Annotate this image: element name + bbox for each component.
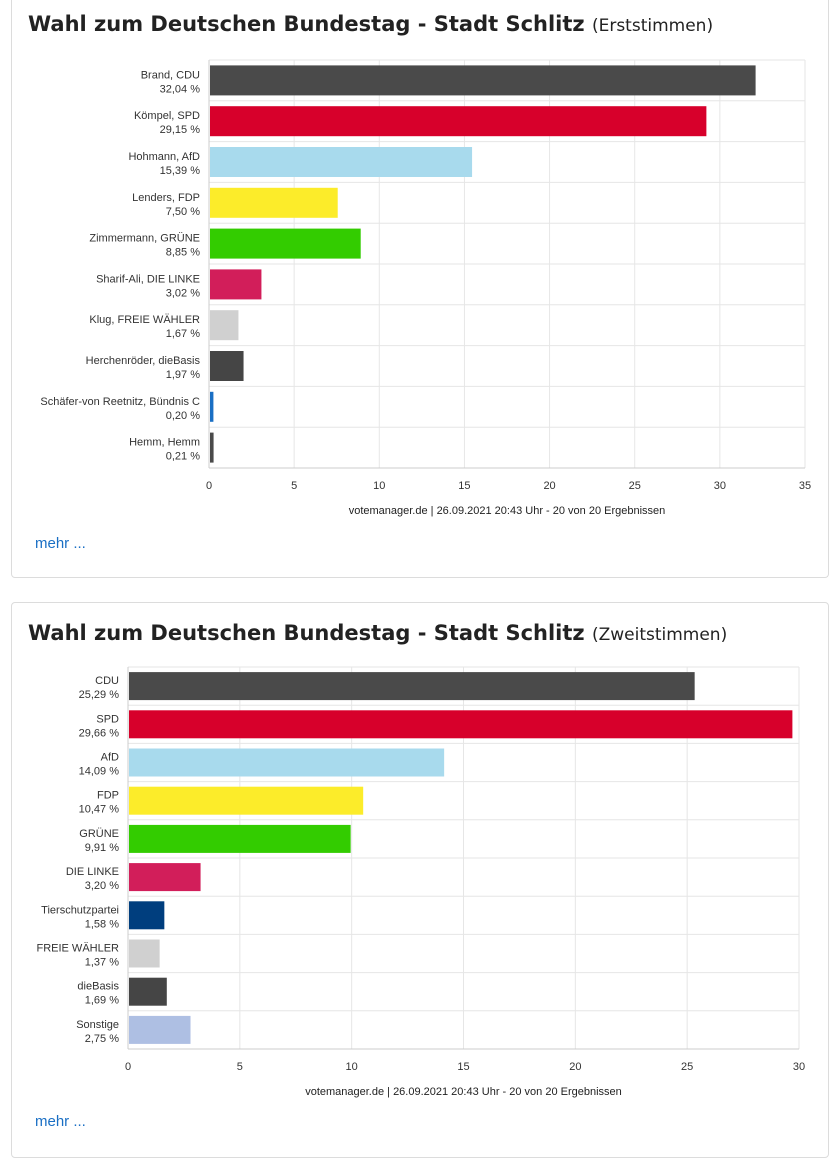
bar[interactable] [129, 939, 160, 968]
bar[interactable] [210, 187, 338, 218]
value-label: 10,47 % [79, 804, 120, 816]
value-label: 0,20 % [166, 410, 200, 422]
panel-title: Wahl zum Deutschen Bundestag - Stadt Sch… [28, 621, 727, 645]
x-tick-label: 0 [206, 480, 212, 492]
chart-title: Wahl zum Deutschen Bundestag - Stadt Sch… [28, 621, 585, 645]
value-label: 1,69 % [85, 995, 119, 1007]
category-label: DIE LINKE [66, 866, 119, 878]
value-label: 3,02 % [166, 287, 200, 299]
bar[interactable] [129, 977, 167, 1006]
chart-panel-erststimmen: Wahl zum Deutschen Bundestag - Stadt Sch… [11, 0, 829, 578]
value-label: 32,04 % [160, 83, 201, 95]
x-tick-label: 20 [569, 1061, 581, 1073]
x-tick-label: 25 [629, 480, 641, 492]
x-tick-label: 0 [125, 1061, 131, 1073]
value-label: 29,15 % [160, 124, 201, 136]
bar[interactable] [129, 863, 201, 892]
category-label: Schäfer-von Reetnitz, Bündnis C [40, 396, 200, 408]
x-tick-label: 10 [373, 480, 385, 492]
more-link[interactable]: mehr ... [35, 535, 86, 552]
category-label: FREIE WÄHLER [36, 943, 119, 955]
bar[interactable] [129, 748, 445, 777]
category-label: Tierschutzpartei [41, 904, 119, 916]
x-tick-label: 15 [458, 480, 470, 492]
category-label: CDU [95, 675, 119, 687]
bar[interactable] [210, 351, 244, 381]
category-label: Lenders, FDP [132, 192, 200, 204]
category-label: Sonstige [76, 1019, 119, 1031]
bar[interactable] [210, 310, 239, 341]
bar[interactable] [129, 710, 793, 739]
value-label: 29,66 % [79, 727, 120, 739]
x-tick-label: 10 [346, 1061, 358, 1073]
category-label: Hohmann, AfD [128, 151, 200, 163]
category-label: dieBasis [77, 981, 119, 993]
value-label: 2,75 % [85, 1033, 119, 1045]
x-tick-label: 5 [291, 480, 297, 492]
bar[interactable] [210, 65, 756, 96]
bar[interactable] [129, 901, 165, 930]
x-tick-label: 20 [543, 480, 555, 492]
value-label: 7,50 % [166, 206, 200, 218]
value-label: 1,58 % [85, 918, 119, 930]
x-tick-label: 25 [681, 1061, 693, 1073]
category-label: Herchenröder, dieBasis [86, 355, 201, 367]
x-tick-label: 5 [237, 1061, 243, 1073]
category-label: SPD [96, 713, 119, 725]
x-tick-label: 30 [714, 480, 726, 492]
value-label: 3,20 % [85, 880, 119, 892]
category-label: GRÜNE [79, 828, 119, 840]
x-tick-label: 35 [799, 480, 811, 492]
bar-chart-erststimmen: Brand, CDU 32,04 % Kömpel, SPD 29,15 % Hohma… [40, 59, 811, 517]
source-caption: votemanager.de | 26.09.2021 20:43 Uhr - … [305, 1086, 622, 1098]
bar[interactable] [129, 1015, 191, 1044]
x-tick-label: 15 [457, 1061, 469, 1073]
category-label: Kömpel, SPD [134, 110, 200, 122]
category-label: Zimmermann, GRÜNE [89, 233, 200, 245]
source-caption: votemanager.de | 26.09.2021 20:43 Uhr - … [349, 505, 666, 517]
value-label: 15,39 % [160, 165, 201, 177]
bar-chart-zweitstimmen: CDU 25,29 % SPD 29,66 % AfD 14,09 % FDP 10,47 %… [36, 666, 805, 1098]
value-label: 1,37 % [85, 957, 119, 969]
value-label: 0,21 % [166, 451, 200, 463]
category-label: FDP [97, 790, 119, 802]
chart-subtitle: (Erststimmen) [591, 16, 714, 36]
chart-subtitle: (Zweitstimmen) [591, 625, 728, 645]
bar[interactable] [129, 824, 351, 853]
bar[interactable] [129, 672, 695, 701]
bar[interactable] [210, 391, 214, 422]
panel-title: Wahl zum Deutschen Bundestag - Stadt Sch… [28, 12, 713, 36]
x-tick-label: 30 [793, 1061, 805, 1073]
bar[interactable] [210, 106, 707, 137]
value-label: 1,67 % [166, 328, 200, 340]
category-label: Klug, FREIE WÄHLER [89, 314, 200, 326]
more-link[interactable]: mehr ... [35, 1113, 86, 1130]
category-label: AfD [101, 752, 119, 764]
chart-panel-zweitstimmen: Wahl zum Deutschen Bundestag - Stadt Sch… [11, 602, 829, 1158]
bar[interactable] [210, 228, 361, 259]
chart-title: Wahl zum Deutschen Bundestag - Stadt Sch… [28, 12, 585, 36]
value-label: 25,29 % [79, 689, 120, 701]
value-label: 14,09 % [79, 766, 120, 778]
value-label: 9,91 % [85, 842, 119, 854]
value-label: 8,85 % [166, 247, 200, 259]
bar[interactable] [210, 432, 214, 463]
bar[interactable] [129, 786, 364, 815]
category-label: Hemm, Hemm [129, 437, 200, 449]
bar[interactable] [210, 147, 473, 177]
bar[interactable] [210, 269, 262, 300]
value-label: 1,97 % [166, 369, 200, 381]
category-label: Sharif-Ali, DIE LINKE [96, 273, 200, 285]
category-label: Brand, CDU [141, 69, 200, 81]
